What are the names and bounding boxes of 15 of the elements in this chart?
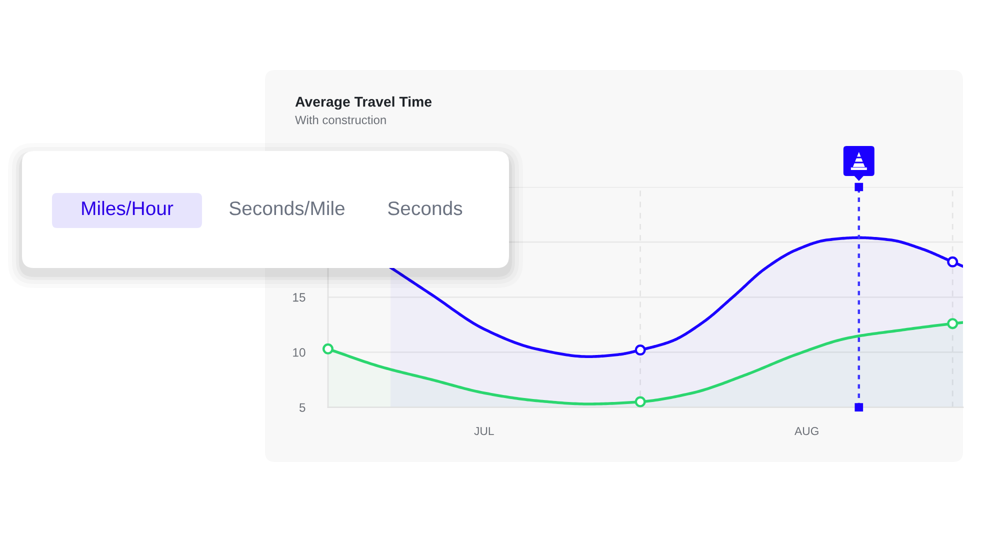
point — [634, 396, 646, 408]
x-tick-label: JUL — [474, 427, 494, 436]
chart-subtitle: With construction — [295, 115, 386, 124]
chart-title: Average Travel Time — [295, 96, 432, 110]
point — [947, 256, 958, 268]
text: Miles/Hour — [82, 200, 174, 216]
annotation: Seconds — [388, 200, 462, 216]
x-tick-label: AUG — [794, 427, 818, 436]
point — [322, 343, 334, 354]
annotation: Seconds/Mile — [230, 200, 344, 216]
y-tick-label: 5 — [299, 403, 306, 412]
point — [947, 318, 958, 330]
y-tick-label: 15 — [293, 293, 306, 302]
y-tick-label: 10 — [293, 348, 306, 357]
point — [634, 344, 646, 356]
